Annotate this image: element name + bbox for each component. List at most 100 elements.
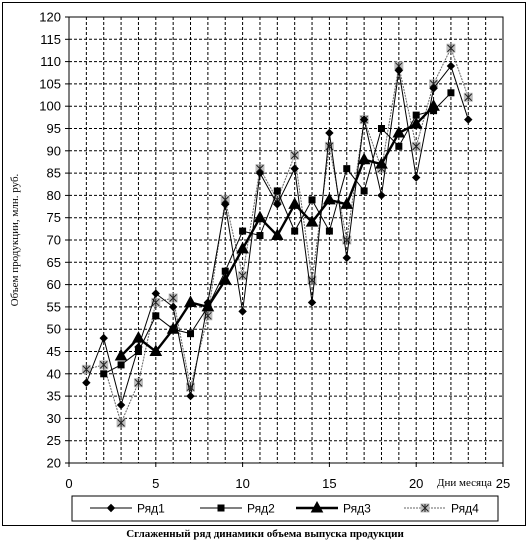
data-point bbox=[290, 164, 299, 173]
data-point bbox=[273, 200, 282, 209]
data-point bbox=[429, 84, 438, 93]
data-point bbox=[99, 360, 109, 370]
x-tick-label: 15 bbox=[322, 476, 336, 491]
data-point bbox=[186, 391, 195, 401]
data-point bbox=[221, 200, 230, 209]
data-point bbox=[273, 187, 281, 195]
y-tick-label: 120 bbox=[39, 10, 61, 25]
chart-frame bbox=[2, 2, 526, 526]
data-point bbox=[359, 115, 369, 124]
data-point bbox=[168, 302, 178, 312]
data-point bbox=[117, 361, 125, 369]
y-tick-label: 80 bbox=[47, 188, 61, 203]
y-tick-label: 40 bbox=[47, 366, 61, 381]
data-point bbox=[427, 99, 440, 111]
data-point bbox=[325, 227, 333, 235]
data-point bbox=[201, 299, 215, 312]
data-point bbox=[270, 228, 284, 241]
data-point bbox=[357, 152, 371, 165]
data-point bbox=[239, 227, 247, 235]
legend-item-4: Ряд4 bbox=[404, 502, 479, 516]
data-point bbox=[236, 241, 249, 254]
data-point bbox=[152, 312, 160, 320]
y-tick-label: 70 bbox=[47, 233, 61, 248]
tick-labels: 2025303540455055606570758085909510010511… bbox=[39, 10, 510, 492]
data-point bbox=[186, 382, 196, 392]
series-line bbox=[86, 46, 469, 425]
data-point bbox=[305, 215, 319, 227]
data-point bbox=[114, 348, 128, 361]
data-point bbox=[106, 503, 116, 513]
data-point bbox=[290, 150, 300, 160]
data-point bbox=[187, 330, 195, 338]
chart-title: Сглаженный ряд динамики объема выпуска п… bbox=[126, 528, 404, 540]
data-point bbox=[375, 157, 388, 169]
data-point bbox=[184, 295, 197, 307]
grid-lines bbox=[65, 16, 504, 467]
data-point bbox=[420, 503, 430, 513]
x-tick-label: 5 bbox=[152, 476, 159, 491]
data-point bbox=[81, 364, 91, 374]
data-point bbox=[82, 378, 91, 387]
data-point bbox=[217, 504, 225, 512]
data-point bbox=[288, 197, 302, 209]
data-point bbox=[377, 125, 385, 132]
legend-item-1: Ряд1 bbox=[90, 502, 165, 516]
data-point bbox=[203, 311, 213, 321]
series-3 bbox=[114, 99, 440, 361]
data-point bbox=[116, 400, 126, 410]
data-point bbox=[238, 307, 247, 316]
y-tick-label: 45 bbox=[47, 344, 61, 359]
data-point bbox=[168, 293, 178, 303]
x-tick-label: 25 bbox=[496, 476, 510, 491]
data-point bbox=[394, 66, 404, 75]
y-tick-label: 50 bbox=[47, 322, 61, 337]
x-axis-title: Дни месяца bbox=[437, 477, 492, 489]
legend-label: Ряд4 bbox=[451, 502, 479, 516]
y-tick-label: 110 bbox=[40, 54, 61, 69]
data-point bbox=[429, 79, 439, 89]
data-point bbox=[310, 500, 324, 513]
y-tick-label: 95 bbox=[47, 121, 61, 136]
x-tick-label: 0 bbox=[65, 476, 72, 491]
data-point bbox=[308, 196, 316, 204]
y-tick-label: 20 bbox=[47, 456, 61, 471]
data-point bbox=[392, 125, 406, 138]
series-layer bbox=[81, 43, 473, 428]
data-point bbox=[411, 173, 421, 182]
data-point bbox=[151, 289, 161, 298]
data-point bbox=[343, 165, 351, 173]
data-point bbox=[255, 168, 265, 178]
y-tick-label: 65 bbox=[47, 255, 61, 270]
legend-item-3: Ряд3 bbox=[296, 500, 371, 516]
data-point bbox=[395, 142, 403, 150]
data-point bbox=[340, 197, 354, 209]
data-point bbox=[133, 378, 143, 388]
legend-label: Ряд3 bbox=[343, 502, 371, 516]
series-1 bbox=[82, 61, 473, 410]
y-axis-title: Объем продукции, млн. руб. bbox=[9, 173, 21, 306]
y-tick-label: 85 bbox=[47, 166, 61, 181]
data-point bbox=[463, 92, 473, 102]
y-tick-label: 60 bbox=[47, 277, 61, 292]
data-point bbox=[256, 232, 264, 240]
legend-label: Ряд2 bbox=[247, 502, 275, 516]
y-tick-label: 35 bbox=[47, 389, 61, 404]
data-point bbox=[446, 61, 456, 71]
y-tick-label: 30 bbox=[47, 411, 61, 426]
legend: Ряд1 Ряд2 Ряд3 Ряд4 bbox=[71, 495, 499, 522]
data-point bbox=[149, 344, 163, 356]
y-tick-label: 75 bbox=[47, 210, 61, 225]
data-point bbox=[100, 370, 108, 378]
data-point bbox=[99, 333, 108, 343]
data-point bbox=[238, 271, 248, 281]
y-tick-label: 100 bbox=[39, 99, 61, 114]
data-point bbox=[464, 115, 473, 124]
y-tick-label: 90 bbox=[47, 143, 61, 158]
data-point bbox=[447, 89, 455, 97]
data-point bbox=[134, 348, 142, 355]
data-point bbox=[291, 227, 299, 235]
data-point bbox=[325, 128, 334, 138]
legend-label: Ряд1 bbox=[137, 502, 165, 516]
legend-item-2: Ряд2 bbox=[200, 502, 275, 516]
